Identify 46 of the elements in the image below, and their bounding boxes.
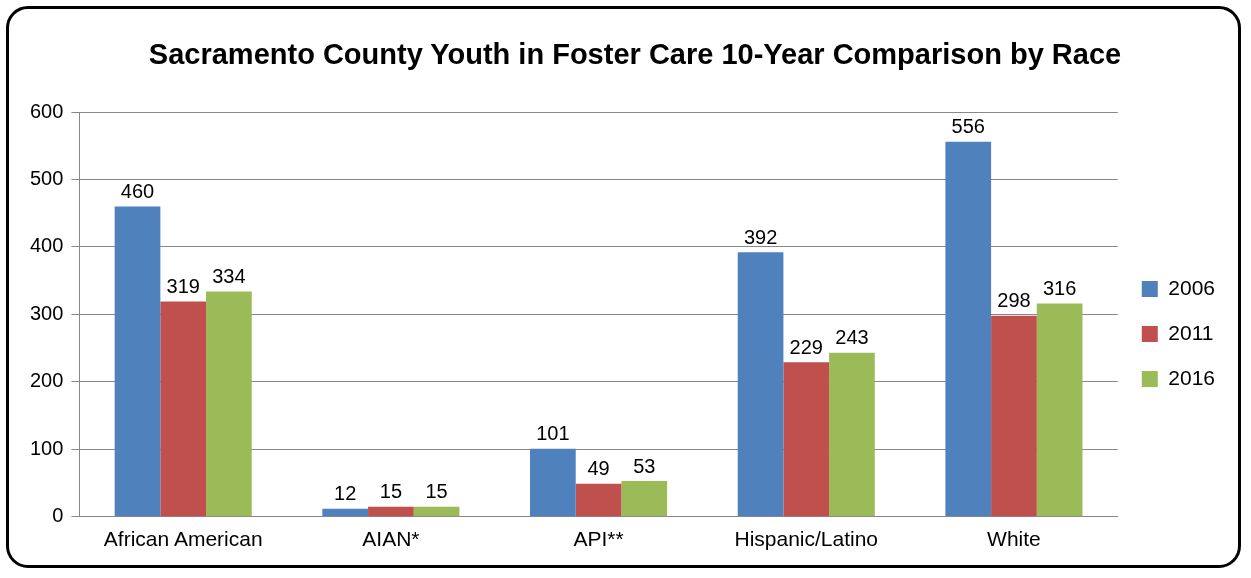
- data-label: 460: [120, 179, 155, 202]
- y-tick-label: 100: [29, 436, 64, 459]
- x-tick-label: Hispanic/Latino: [734, 527, 879, 551]
- x-tick-label: African American: [103, 527, 263, 551]
- data-label: 15: [425, 480, 448, 503]
- y-tick-label: 300: [29, 301, 64, 324]
- legend-label: 2016: [1168, 365, 1215, 389]
- bar: [945, 141, 992, 517]
- bar: [829, 352, 875, 517]
- data-label: 229: [789, 335, 823, 358]
- data-label: 101: [536, 422, 570, 445]
- bar: [530, 448, 576, 517]
- y-tick-label: 400: [29, 234, 64, 257]
- data-label: 334: [212, 264, 246, 287]
- bar: [991, 315, 1037, 517]
- bar: [322, 508, 369, 517]
- x-tick-label: White: [987, 527, 1041, 551]
- x-tick-label: API**: [573, 527, 624, 551]
- data-label: 319: [166, 275, 200, 298]
- y-tick-label: 500: [29, 166, 64, 189]
- data-label: 12: [334, 482, 357, 505]
- data-label: 53: [633, 454, 656, 477]
- bar: [621, 481, 668, 517]
- bar: [783, 362, 830, 517]
- x-tick-label: AIAN*: [362, 527, 420, 551]
- bar: [575, 483, 622, 517]
- data-label: 316: [1042, 277, 1077, 300]
- y-tick-label: 0: [52, 504, 64, 527]
- chart-title: Sacramento County Youth in Foster Care 10-Year Comparison by Race: [147, 37, 1123, 72]
- data-label: 556: [951, 115, 985, 138]
- bar: [413, 506, 460, 517]
- legend-label: 2011: [1168, 320, 1214, 344]
- data-label: 15: [379, 480, 403, 503]
- legend-label: 2006: [1168, 275, 1215, 299]
- bar: [160, 301, 207, 517]
- data-label: 392: [743, 225, 778, 248]
- bar: [206, 291, 252, 517]
- data-label: 298: [997, 289, 1031, 312]
- bar: [368, 506, 414, 517]
- data-label: 49: [587, 457, 610, 480]
- bar: [114, 206, 161, 517]
- bar: [1036, 303, 1083, 517]
- bar: [737, 252, 784, 517]
- y-tick-label: 600: [29, 99, 64, 122]
- y-tick-label: 200: [29, 369, 64, 392]
- data-label: 243: [835, 326, 869, 349]
